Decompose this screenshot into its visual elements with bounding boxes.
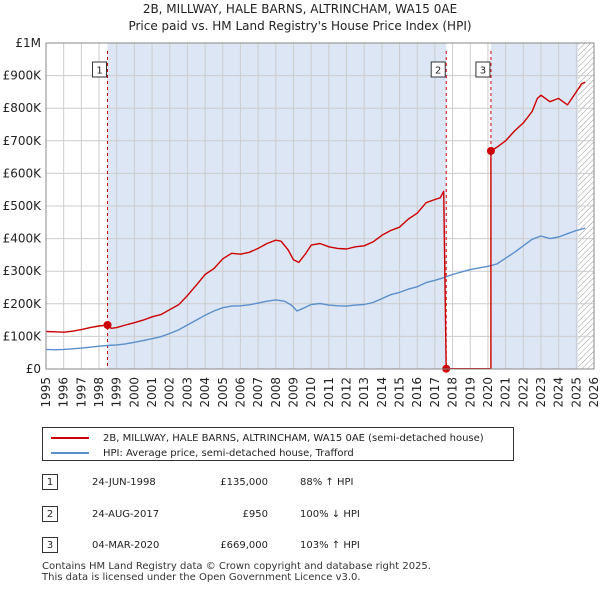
transaction-number: 3 <box>42 537 58 553</box>
y-tick-label: £0 <box>26 362 41 376</box>
legend-label-hpi: HPI: Average price, semi-detached house,… <box>103 447 354 459</box>
x-tick-label: 2015 <box>393 377 407 408</box>
transaction-number: 2 <box>42 506 58 522</box>
annotation-box <box>92 61 108 78</box>
footer-copyright: Contains HM Land Registry data © Crown c… <box>42 561 431 572</box>
x-tick-label: 2004 <box>198 377 212 408</box>
transaction-row: 3 04-MAR-2020 £669,000 103% ↑ HPI <box>42 537 382 555</box>
y-tick-label: £600K <box>3 166 43 180</box>
transaction-price: £135,000 <box>220 477 268 488</box>
x-tick-label: 1998 <box>92 377 106 408</box>
legend-item-property: 2B, MILLWAY, HALE BARNS, ALTRINCHAM, WA1… <box>51 431 484 445</box>
x-tick-label: 2016 <box>410 377 424 408</box>
chart-legend: 2B, MILLWAY, HALE BARNS, ALTRINCHAM, WA1… <box>42 427 514 461</box>
x-tick-label: 2003 <box>180 377 194 408</box>
annotation-box <box>430 61 446 78</box>
transaction-row: 2 24-AUG-2017 £950 100% ↓ HPI <box>42 506 382 524</box>
x-tick-label: 2007 <box>251 377 265 408</box>
transaction-price: £950 <box>242 509 268 520</box>
x-tick-label: 2006 <box>233 377 247 408</box>
x-tick-label: 1999 <box>110 377 124 408</box>
transaction-date: 24-AUG-2017 <box>92 509 160 520</box>
legend-label-property: 2B, MILLWAY, HALE BARNS, ALTRINCHAM, WA1… <box>103 432 484 444</box>
sale-point <box>486 146 495 155</box>
annotation-label: 3 <box>480 66 486 77</box>
y-tick-label: £800K <box>3 101 43 115</box>
transaction-hpi: 88% ↑ HPI <box>300 477 354 488</box>
chart-title-address: 2B, MILLWAY, HALE BARNS, ALTRINCHAM, WA1… <box>142 2 458 16</box>
y-tick-label: £100K <box>3 329 43 343</box>
y-tick-label: £500K <box>3 199 43 213</box>
x-tick-label: 1995 <box>39 377 53 408</box>
x-tick-label: 2010 <box>304 377 318 408</box>
legend-swatch-hpi <box>51 452 89 454</box>
x-tick-label: 1996 <box>57 377 71 408</box>
y-tick-label: £700K <box>3 134 43 148</box>
price-chart: 1 2 3 £0 £100K £200K £300K £400K £500K £600K £700… <box>3 36 600 408</box>
annotation-label: 2 <box>435 66 441 77</box>
x-tick-label: 2013 <box>357 377 371 408</box>
x-tick-label: 2008 <box>269 377 283 408</box>
transaction-date: 24-JUN-1998 <box>92 477 156 488</box>
chart-subtitle: Price paid vs. HM Land Registry's House … <box>128 19 472 33</box>
x-tick-label: 2020 <box>481 377 495 408</box>
transaction-row: 1 24-JUN-1998 £135,000 88% ↑ HPI <box>42 474 382 492</box>
property-price-line <box>45 81 586 370</box>
y-tick-label: £200K <box>3 297 43 311</box>
x-tick-label: 2022 <box>516 377 530 408</box>
legend-swatch-property <box>51 437 89 439</box>
x-tick-label: 2017 <box>428 377 442 408</box>
x-tick-label: 2009 <box>286 377 300 408</box>
x-tick-label: 2012 <box>340 377 354 408</box>
x-tick-label: 2005 <box>216 377 230 408</box>
plot-frame <box>45 42 595 370</box>
x-tick-label: 2018 <box>446 377 460 408</box>
x-tick-label: 2011 <box>322 377 336 408</box>
x-tick-label: 2000 <box>127 377 141 408</box>
x-tick-label: 2026 <box>587 377 600 408</box>
legend-item-hpi: HPI: Average price, semi-detached house,… <box>51 446 354 460</box>
sale-point <box>103 320 112 329</box>
x-tick-label: 2025 <box>569 377 583 408</box>
x-tick-label: 1997 <box>74 377 88 408</box>
annotation-box <box>475 61 491 78</box>
y-tick-label: £400K <box>3 232 43 246</box>
transaction-price: £669,000 <box>220 540 268 551</box>
x-tick-label: 2002 <box>163 377 177 408</box>
transaction-hpi: 100% ↓ HPI <box>300 509 360 520</box>
x-tick-label: 2001 <box>145 377 159 408</box>
y-tick-label: £1M <box>15 36 41 50</box>
hpi-line <box>45 227 586 351</box>
x-tick-label: 2014 <box>375 377 389 408</box>
x-tick-label: 2019 <box>463 377 477 408</box>
x-tick-label: 2023 <box>534 377 548 408</box>
transaction-date: 04-MAR-2020 <box>92 540 160 551</box>
transaction-number: 1 <box>42 474 58 490</box>
x-tick-label: 2021 <box>499 377 513 408</box>
transaction-hpi: 103% ↑ HPI <box>300 540 360 551</box>
y-tick-label: £900K <box>3 69 43 83</box>
x-tick-label: 2024 <box>552 377 566 408</box>
footer-licence: This data is licensed under the Open Gov… <box>42 572 361 583</box>
y-tick-label: £300K <box>3 264 43 278</box>
annotation-label: 1 <box>96 66 102 77</box>
